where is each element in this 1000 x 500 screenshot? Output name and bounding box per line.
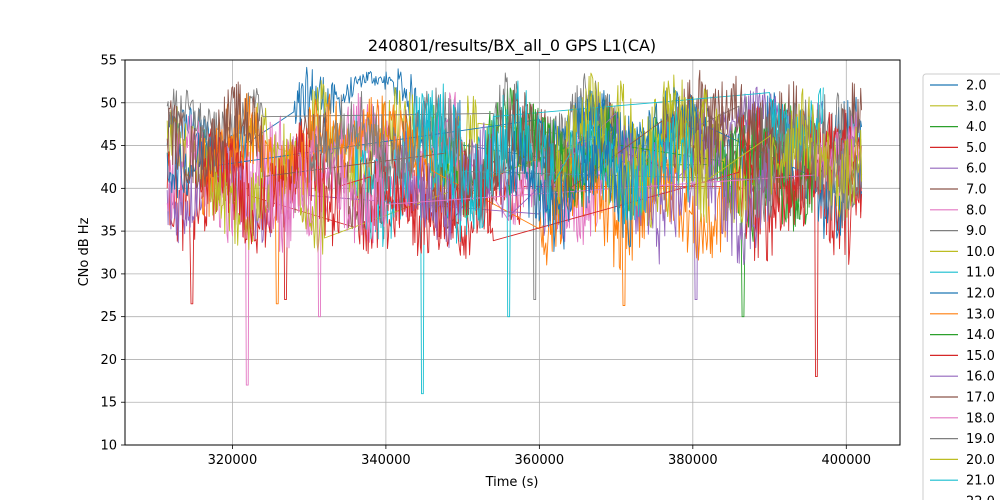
legend-label: 3.0 bbox=[966, 99, 987, 114]
x-axis-label: Time (s) bbox=[485, 475, 539, 490]
legend-label: 16.0 bbox=[966, 370, 995, 385]
legend-label: 8.0 bbox=[966, 203, 987, 218]
y-tick-label: 35 bbox=[100, 225, 117, 240]
y-tick-label: 55 bbox=[100, 54, 117, 69]
data-lines bbox=[166, 66, 863, 395]
series-line-21.0 bbox=[416, 80, 694, 318]
legend-label: 18.0 bbox=[966, 411, 995, 426]
y-tick-label: 10 bbox=[100, 439, 117, 454]
legend-label: 5.0 bbox=[966, 141, 987, 156]
y-tick-label: 20 bbox=[100, 353, 117, 368]
legend-label: 22.0 bbox=[966, 495, 995, 500]
y-axis-label: CNo dB Hz bbox=[77, 217, 92, 286]
series-line-15.0 bbox=[201, 106, 863, 301]
y-tick-label: 15 bbox=[100, 396, 117, 411]
legend-label: 4.0 bbox=[966, 120, 987, 135]
plot-frame bbox=[124, 59, 901, 446]
y-tick-label: 30 bbox=[100, 267, 117, 282]
series-line-22.0 bbox=[508, 125, 632, 252]
legend-frame bbox=[922, 73, 1000, 500]
y-tick-label: 40 bbox=[100, 182, 117, 197]
x-tick-label: 360000 bbox=[515, 453, 565, 468]
y-tick-label: 25 bbox=[100, 310, 117, 325]
axis-ticks: 320000 340000 360000 380000 400000 10 15 20 25 30… bbox=[100, 54, 871, 469]
legend-label: 13.0 bbox=[966, 307, 995, 322]
x-tick-label: 400000 bbox=[821, 453, 871, 468]
y-tick-label: 50 bbox=[100, 96, 117, 111]
chart-title: 240801/results/BX_all_0 GPS L1(CA) bbox=[368, 36, 656, 56]
legend-label: 6.0 bbox=[966, 162, 987, 177]
x-tick-label: 320000 bbox=[208, 453, 258, 468]
legend-label: 15.0 bbox=[966, 349, 995, 364]
x-tick-label: 340000 bbox=[361, 453, 411, 468]
series-line-16.0 bbox=[400, 111, 771, 301]
legend-label: 2.0 bbox=[966, 79, 987, 94]
legend-label: 14.0 bbox=[966, 328, 995, 343]
series-line-17.0 bbox=[166, 75, 786, 221]
x-tick-label: 380000 bbox=[668, 453, 718, 468]
legend-label: 10.0 bbox=[966, 245, 995, 260]
legend-label: 7.0 bbox=[966, 183, 987, 198]
legend-label: 11.0 bbox=[966, 266, 995, 281]
legend-label: 21.0 bbox=[966, 474, 995, 489]
legend-label: 9.0 bbox=[966, 224, 987, 239]
series-line-19.0 bbox=[308, 87, 863, 227]
legend-label: 20.0 bbox=[966, 453, 995, 468]
legend: 2.0 3.0 4.0 5.0 6.0 7.0 8.0 9.0 10.0 11.0 12.0 13.0… bbox=[922, 73, 1000, 500]
y-tick-label: 45 bbox=[100, 139, 117, 154]
legend-label: 19.0 bbox=[966, 432, 995, 447]
legend-label: 12.0 bbox=[966, 287, 995, 302]
legend-label: 17.0 bbox=[966, 391, 995, 406]
